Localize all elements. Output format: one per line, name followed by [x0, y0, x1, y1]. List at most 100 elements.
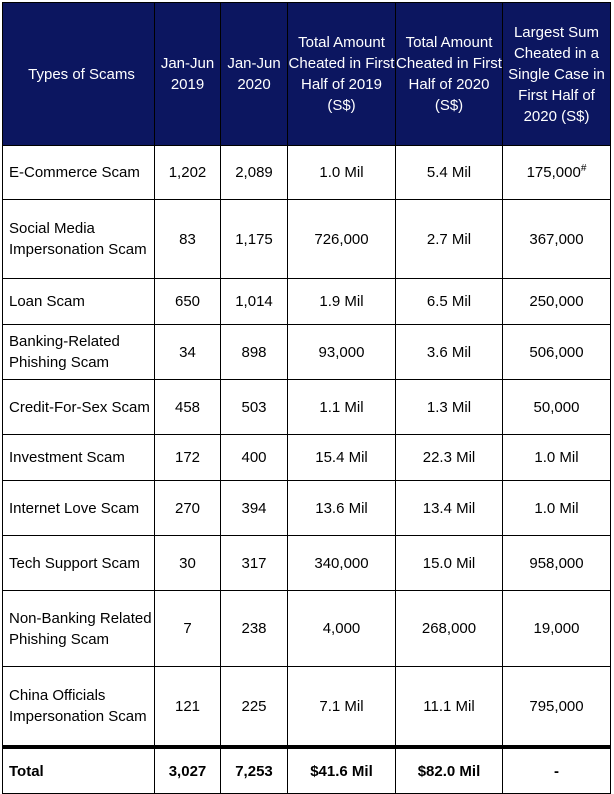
amount-2019-cell: 7.1 Mil [287, 666, 396, 748]
amount-2019-text: 15.4 Mil [315, 449, 368, 466]
largest-sum-text: 958,000 [529, 554, 584, 572]
scam-type-cell: Social Media Impersonation Scam [2, 199, 155, 279]
largest-sum-text: 367,000 [529, 230, 584, 248]
scam-type-cell: China Officials Impersonation Scam [2, 666, 155, 748]
amount-2020-cell: 11.1 Mil [395, 666, 503, 748]
jan-jun-2020-cell: 317 [220, 535, 288, 591]
amount-2020-cell: 22.3 Mil [395, 434, 503, 481]
largest-sum-text: 1.0 Mil [534, 499, 579, 517]
jan-jun-2020-cell: 503 [220, 379, 288, 435]
jan-jun-2020-cell: 898 [220, 324, 288, 380]
largest-sum-cell: 250,000 [502, 278, 611, 325]
amount-2019-cell: 1.9 Mil [287, 278, 396, 325]
table-row: Internet Love Scam 270 394 13.6 Mil 13.4 Mil… [2, 480, 611, 536]
amount-2019-text: 13.6 Mil [315, 499, 368, 517]
jan-jun-2019-text: 83 [179, 230, 196, 248]
jan-jun-2019-text: 172 [174, 449, 201, 466]
scam-type-text: Non-Banking Related Phishing Scam [9, 609, 152, 648]
largest-sum-cell: 506,000 [502, 324, 611, 380]
amount-2020-cell: 13.4 Mil [395, 480, 503, 536]
header-jan-jun-2020: Jan-Jun 2020 [220, 2, 288, 146]
largest-sum-text: 19,000 [533, 620, 580, 637]
jan-jun-2020-text: 225 [241, 697, 267, 715]
total-scam-type-cell: Total [2, 745, 155, 794]
total-jan-jun-2020-cell: 7,253 [220, 745, 288, 794]
jan-jun-2019-text: 7 [183, 620, 192, 637]
table-row: Loan Scam 650 1,014 1.9 Mil 6.5 Mil 250,000 [2, 278, 611, 325]
amount-2020-text: 5.4 Mil [426, 164, 472, 181]
largest-sum-text: 50,000 [533, 398, 580, 416]
amount-2019-cell: 93,000 [287, 324, 396, 380]
largest-sum-cell: 367,000 [502, 199, 611, 279]
largest-sum-cell: 19,000 [502, 590, 611, 667]
amount-2019-cell: 1.1 Mil [287, 379, 396, 435]
scam-type-cell: Banking-Related Phishing Scam [2, 324, 155, 380]
amount-2020-cell: 5.4 Mil [395, 145, 503, 200]
scam-type-text: Credit-For-Sex Scam [9, 398, 150, 416]
jan-jun-2020-text: 2,089 [235, 164, 273, 181]
amount-2020-text: 1.3 Mil [426, 398, 472, 416]
table-row: Non-Banking Related Phishing Scam 7 238 4,0… [2, 590, 611, 667]
jan-jun-2020-cell: 1,014 [220, 278, 288, 325]
jan-jun-2019-text: 1,202 [168, 164, 207, 181]
amount-2019-text: 340,000 [314, 554, 369, 572]
scam-type-cell: E-Commerce Scam [2, 145, 155, 200]
jan-jun-2020-cell: 400 [220, 434, 288, 481]
largest-sum-text: 1.0 Mil [534, 449, 579, 466]
header-jan-jun-2019: Jan-Jun 2019 [154, 2, 221, 146]
footnote-marker: # [580, 163, 587, 174]
header-types-of-scams: Types of Scams [2, 2, 155, 146]
jan-jun-2019-text: 650 [174, 293, 201, 310]
jan-jun-2020-text: 1,175 [235, 230, 273, 248]
scam-type-text: Internet Love Scam [9, 499, 140, 517]
jan-jun-2019-cell: 30 [154, 535, 221, 591]
jan-jun-2019-text: 270 [174, 499, 201, 517]
scam-type-cell: Non-Banking Related Phishing Scam [2, 590, 155, 667]
jan-jun-2020-cell: 225 [220, 666, 288, 748]
scam-type-text: Banking-Related Phishing Scam [9, 333, 120, 371]
amount-2020-text: 22.3 Mil [422, 449, 476, 466]
largest-sum-cell: 958,000 [502, 535, 611, 591]
amount-2020-text: 6.5 Mil [426, 293, 472, 310]
amount-2019-cell: 4,000 [287, 590, 396, 667]
table-row: Investment Scam 172 400 15.4 Mil 22.3 Mil 1.0… [2, 434, 611, 481]
amount-2020-cell: 6.5 Mil [395, 278, 503, 325]
header-amount-2020: Total Amount Cheated in First Half of 20… [395, 2, 503, 146]
jan-jun-2019-cell: 650 [154, 278, 221, 325]
amount-2020-text: 2.7 Mil [426, 230, 472, 248]
amount-2019-text: 7.1 Mil [319, 697, 364, 715]
scam-type-cell: Credit-For-Sex Scam [2, 379, 155, 435]
jan-jun-2020-text: 238 [241, 620, 267, 637]
scam-type-text: Social Media Impersonation Scam [9, 220, 147, 258]
amount-2019-text: 4,000 [322, 620, 361, 637]
jan-jun-2019-cell: 7 [154, 590, 221, 667]
scam-type-text: Investment Scam [9, 449, 125, 466]
jan-jun-2020-cell: 1,175 [220, 199, 288, 279]
jan-jun-2019-text: 121 [174, 697, 201, 715]
jan-jun-2019-cell: 83 [154, 199, 221, 279]
scam-type-text: Loan Scam [9, 293, 85, 310]
jan-jun-2020-text: 394 [241, 499, 267, 517]
scam-type-text: E-Commerce Scam [9, 164, 140, 181]
jan-jun-2020-text: 400 [241, 449, 267, 466]
amount-2020-text: 11.1 Mil [423, 697, 475, 715]
jan-jun-2020-text: 503 [241, 398, 267, 416]
amount-2019-text: 1.0 Mil [319, 164, 364, 181]
header-largest-sum-2020: Largest Sum Cheated in a Single Case in … [502, 2, 611, 146]
amount-2020-text: 3.6 Mil [426, 343, 472, 361]
scam-type-cell: Internet Love Scam [2, 480, 155, 536]
jan-jun-2020-text: 317 [241, 554, 267, 572]
largest-sum-cell: 795,000 [502, 666, 611, 748]
amount-2020-text: 15.0 Mil [422, 554, 476, 572]
total-row: Total 3,027 7,253 $41.6 Mil $82.0 Mil - [2, 745, 611, 794]
amount-2020-cell: 15.0 Mil [395, 535, 503, 591]
table-row: China Officials Impersonation Scam 121 225… [2, 666, 611, 748]
largest-sum-cell: 50,000 [502, 379, 611, 435]
jan-jun-2019-text: 458 [174, 398, 201, 416]
amount-2019-cell: 1.0 Mil [287, 145, 396, 200]
amount-2019-text: 93,000 [318, 343, 365, 361]
jan-jun-2019-text: 30 [179, 554, 196, 572]
jan-jun-2019-cell: 172 [154, 434, 221, 481]
amount-2020-cell: 1.3 Mil [395, 379, 503, 435]
header-amount-2019: Total Amount Cheated in First Half of 20… [287, 2, 396, 146]
